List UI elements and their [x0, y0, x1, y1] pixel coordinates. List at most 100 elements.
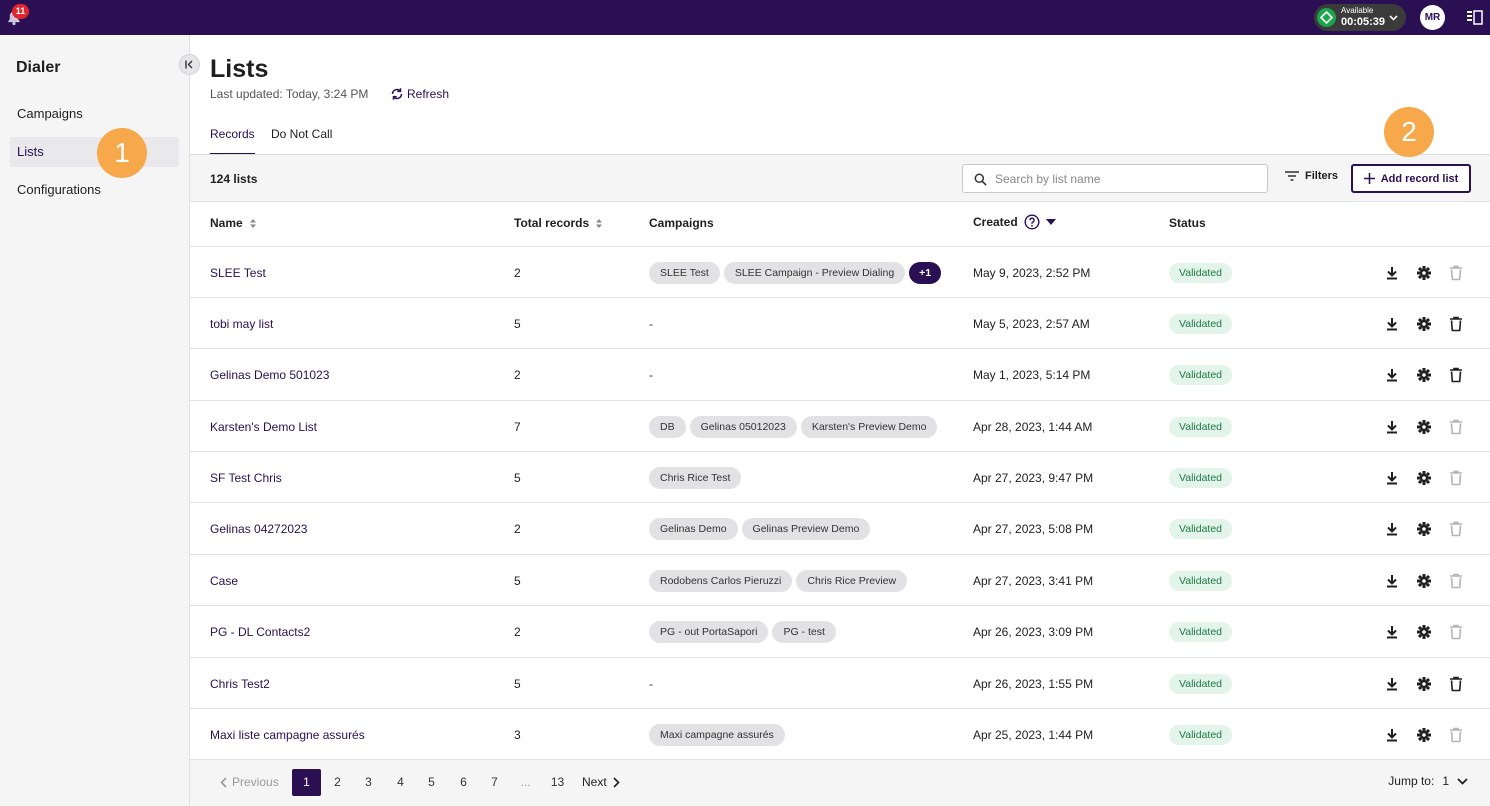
settings-button[interactable] — [1416, 727, 1432, 748]
list-name-link[interactable]: SF Test Chris — [210, 470, 282, 485]
download-button[interactable] — [1384, 316, 1400, 337]
delete-button[interactable] — [1449, 265, 1463, 286]
previous-label: Previous — [232, 775, 279, 789]
search-box[interactable] — [962, 164, 1268, 193]
availability-status-button[interactable]: Available 00:05:39 — [1314, 4, 1406, 31]
settings-button[interactable] — [1416, 316, 1432, 337]
column-total-label: Total records — [514, 216, 590, 230]
previous-page-button[interactable]: Previous — [220, 769, 279, 796]
total-records: 2 — [514, 265, 521, 280]
page-number-button[interactable]: 4 — [397, 775, 404, 789]
delete-button[interactable] — [1449, 521, 1463, 542]
settings-button[interactable] — [1416, 676, 1432, 697]
page-number-button[interactable]: 1 — [292, 769, 321, 796]
total-records: 7 — [514, 419, 521, 434]
table-row: Chris Test2 5 - Apr 26, 2023, 1:55 PM Valida… — [190, 658, 1490, 709]
download-button[interactable] — [1384, 419, 1400, 440]
campaign-chip: Maxi campagne assurés — [649, 723, 785, 746]
delete-button[interactable] — [1449, 367, 1463, 388]
table-row: Case 5 Rodobens Carlos Pieruzzi Chris Rice … — [190, 555, 1490, 606]
collapse-sidebar-button[interactable] — [179, 54, 200, 75]
tab-do-not-call[interactable]: Do Not Call — [271, 127, 333, 141]
list-count: 124 lists — [210, 172, 258, 186]
more-campaigns-chip[interactable]: +1 — [909, 261, 942, 284]
column-header-total-records[interactable]: Total records — [514, 216, 603, 230]
page-number-button[interactable]: 6 — [460, 775, 467, 789]
settings-button[interactable] — [1416, 419, 1432, 440]
settings-button[interactable] — [1416, 265, 1432, 286]
add-record-list-button[interactable]: Add record list — [1351, 164, 1471, 193]
list-name-link[interactable]: PG - DL Contacts2 — [210, 625, 311, 639]
filters-button[interactable]: Filters — [1285, 170, 1338, 182]
delete-button[interactable] — [1449, 676, 1463, 697]
download-button[interactable] — [1384, 727, 1400, 748]
gear-icon — [1417, 265, 1431, 280]
page-number-button[interactable]: 2 — [334, 775, 341, 789]
download-button[interactable] — [1384, 265, 1400, 286]
delete-button[interactable] — [1449, 316, 1463, 337]
page-number-button[interactable]: 3 — [365, 775, 372, 789]
list-name-link[interactable]: Maxi liste campagne assurés — [210, 727, 365, 742]
campaign-chips: - — [649, 364, 653, 386]
jump-to-page[interactable]: Jump to: 1 — [1388, 774, 1468, 788]
campaign-chip: DB — [649, 415, 686, 438]
settings-button[interactable] — [1416, 470, 1432, 491]
settings-button[interactable] — [1416, 573, 1432, 594]
settings-button[interactable] — [1416, 624, 1432, 645]
list-name-link[interactable]: Gelinas 04272023 — [210, 522, 308, 536]
list-name-link[interactable]: tobi may list — [210, 316, 274, 331]
settings-button[interactable] — [1416, 367, 1432, 388]
delete-button[interactable] — [1449, 470, 1463, 491]
sidebar-item-configurations[interactable]: Configurations — [17, 182, 101, 197]
list-name-link[interactable]: Gelinas Demo 501023 — [210, 368, 330, 382]
trash-icon — [1450, 624, 1462, 640]
last-updated-text: Last updated: Today, 3:24 PM — [210, 87, 369, 101]
campaign-chips: DB Gelinas 05012023 Karsten's Preview Demo — [649, 415, 938, 438]
collapse-left-icon — [185, 60, 193, 69]
list-name-link[interactable]: SLEE Test — [210, 265, 266, 280]
tab-records[interactable]: Records — [210, 127, 255, 155]
download-button[interactable] — [1384, 367, 1400, 388]
list-name-link[interactable]: Karsten's Demo List — [210, 419, 317, 434]
side-panel-icon[interactable] — [1466, 10, 1483, 25]
column-campaigns-label: Campaigns — [649, 216, 714, 230]
list-name-link[interactable]: Case — [210, 573, 239, 588]
page-number-button[interactable]: 5 — [428, 775, 435, 789]
table-row: tobi may list 5 - May 5, 2023, 2:57 AM Valid… — [190, 298, 1490, 349]
download-button[interactable] — [1384, 676, 1400, 697]
user-avatar[interactable]: MR — [1420, 5, 1445, 30]
list-name-link[interactable]: Chris Test2 — [210, 676, 270, 691]
trash-icon — [1450, 367, 1462, 383]
delete-button[interactable] — [1449, 573, 1463, 594]
status-badge: Validated — [1169, 724, 1233, 745]
delete-button[interactable] — [1449, 624, 1463, 645]
status-indicator — [1317, 8, 1336, 27]
delete-button[interactable] — [1449, 419, 1463, 440]
download-icon — [1387, 523, 1397, 536]
column-header-created[interactable]: Created — [973, 214, 1056, 230]
delete-button[interactable] — [1449, 727, 1463, 748]
download-button[interactable] — [1384, 573, 1400, 594]
download-button[interactable] — [1384, 470, 1400, 491]
created-date: Apr 27, 2023, 5:08 PM — [973, 522, 1094, 536]
campaign-chip: Gelinas Demo — [649, 518, 738, 540]
refresh-button[interactable]: Refresh — [390, 86, 449, 102]
next-page-button[interactable]: Next — [582, 769, 620, 796]
column-created-label: Created — [973, 215, 1018, 229]
page-number-button[interactable]: 13 — [550, 775, 565, 789]
help-icon[interactable] — [1024, 214, 1040, 230]
campaign-chip: Karsten's Preview Demo — [800, 415, 938, 438]
search-input[interactable] — [995, 170, 1255, 188]
download-button[interactable] — [1384, 624, 1400, 645]
sidebar-item-lists[interactable]: Lists — [10, 137, 179, 167]
download-button[interactable] — [1384, 521, 1400, 542]
column-header-name[interactable]: Name — [210, 216, 257, 230]
created-date: Apr 27, 2023, 9:47 PM — [973, 470, 1094, 485]
gear-icon — [1417, 522, 1431, 536]
settings-button[interactable] — [1416, 521, 1432, 542]
page-number-button[interactable]: 7 — [491, 775, 498, 789]
created-date: Apr 27, 2023, 3:41 PM — [973, 573, 1094, 588]
total-records: 5 — [514, 676, 521, 691]
plus-icon — [1363, 173, 1375, 184]
sidebar-item-campaigns[interactable]: Campaigns — [17, 106, 83, 121]
